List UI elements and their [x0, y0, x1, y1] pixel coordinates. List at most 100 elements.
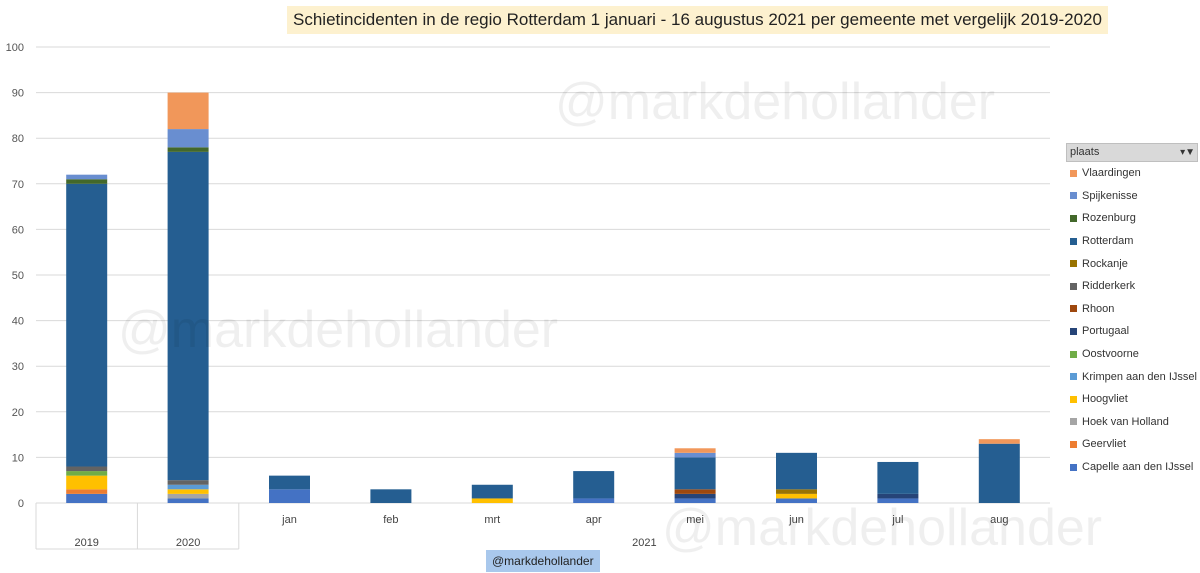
chart-title: Schietincidenten in de regio Rotterdam 1…: [287, 6, 1108, 34]
bar-segment: [66, 466, 108, 472]
bar-segment: [167, 484, 209, 490]
y-tick-label: 10: [12, 452, 24, 464]
bar-segment: [776, 489, 817, 494]
y-tick-label: 0: [18, 498, 24, 510]
x-group-label: 2020: [176, 537, 200, 549]
legend-label: Portugaal: [1082, 325, 1130, 338]
x-group-label: 2021: [632, 537, 656, 549]
bar-segment: [66, 493, 108, 503]
legend-swatch: [1070, 350, 1077, 358]
y-tick-label: 60: [12, 224, 24, 236]
bar-segment: [167, 493, 209, 499]
legend-label: Spijkenisse: [1082, 189, 1138, 202]
x-group-label: 2019: [74, 537, 98, 549]
legend-item[interactable]: Ridderkerk: [1066, 275, 1198, 298]
bar-segment: [674, 448, 716, 453]
legend-label: Vlaardingen: [1082, 167, 1141, 180]
x-tick-label: jan: [281, 514, 297, 526]
legend-item[interactable]: Rhoon: [1066, 298, 1198, 321]
bar-segment: [471, 498, 513, 503]
x-tick-label: feb: [383, 514, 398, 526]
y-tick-label: 30: [12, 361, 24, 373]
filter-icon[interactable]: ▾▼: [1180, 147, 1195, 158]
legend-swatch: [1070, 260, 1077, 268]
legend-item[interactable]: Rozenburg: [1066, 207, 1198, 230]
bar-segment: [978, 443, 1020, 503]
legend-label: Ridderkerk: [1082, 280, 1136, 293]
y-tick-label: 100: [6, 42, 24, 54]
bar-segment: [167, 489, 209, 494]
bar-segment: [674, 498, 716, 503]
bar-segment: [877, 498, 919, 503]
legend-swatch: [1070, 305, 1077, 313]
bar-segment: [167, 498, 209, 503]
legend-swatch: [1070, 169, 1077, 177]
y-tick-label: 20: [12, 407, 24, 419]
legend-label: Krimpen aan den IJssel: [1082, 370, 1197, 383]
bar-segment: [776, 452, 817, 490]
legend-item[interactable]: Krimpen aan den IJssel: [1066, 365, 1198, 388]
bar-segment: [877, 493, 919, 499]
bar-segment: [167, 147, 209, 152]
legend-item[interactable]: Hoogvliet: [1066, 388, 1198, 411]
legend: plaats ▾▼ Vlaardingen Spijkenisse Rozenbur…: [1066, 143, 1198, 478]
legend-swatch: [1070, 463, 1077, 471]
legend-items: Vlaardingen Spijkenisse Rozenburg Rotterdam…: [1066, 162, 1198, 478]
legend-label: Rozenburg: [1082, 212, 1136, 225]
legend-swatch: [1070, 418, 1077, 426]
x-tick-label: mrt: [484, 514, 500, 526]
bar-segment: [167, 151, 209, 481]
bar-segment: [674, 452, 716, 458]
bar-segment: [471, 484, 513, 499]
bar-segment: [674, 489, 716, 494]
legend-swatch: [1070, 192, 1077, 200]
legend-swatch: [1070, 395, 1077, 403]
legend-label: Rockanje: [1082, 257, 1128, 270]
x-tick-label: jul: [891, 514, 903, 526]
legend-item[interactable]: Capelle aan den IJssel: [1066, 456, 1198, 479]
legend-item[interactable]: Hoek van Holland: [1066, 411, 1198, 434]
bar-segment: [370, 489, 412, 503]
bar-segment: [674, 493, 716, 499]
legend-item[interactable]: Portugaal: [1066, 320, 1198, 343]
legend-item[interactable]: Rotterdam: [1066, 230, 1198, 253]
bar-segment: [167, 129, 209, 148]
bar-segment: [776, 498, 817, 503]
legend-field-button[interactable]: plaats ▾▼: [1066, 143, 1198, 162]
legend-swatch: [1070, 327, 1077, 335]
legend-label: Capelle aan den IJssel: [1082, 461, 1194, 474]
x-tick-label: apr: [586, 514, 602, 526]
bar-segment: [877, 461, 919, 494]
legend-item[interactable]: Vlaardingen: [1066, 162, 1198, 185]
bar-segment: [66, 471, 108, 476]
y-tick-label: 80: [12, 133, 24, 145]
legend-label: Rhoon: [1082, 302, 1115, 315]
y-tick-label: 70: [12, 179, 24, 191]
bar-segment: [573, 471, 615, 499]
legend-swatch: [1070, 214, 1077, 222]
legend-item[interactable]: Spijkenisse: [1066, 185, 1198, 208]
legend-label: Hoogvliet: [1082, 393, 1128, 406]
bar-segment: [269, 475, 310, 490]
legend-item[interactable]: Geervliet: [1066, 433, 1198, 456]
y-tick-label: 50: [12, 270, 24, 282]
x-tick-label: mei: [686, 514, 704, 526]
bar-segment: [776, 493, 817, 499]
legend-label: Hoek van Holland: [1082, 415, 1169, 428]
legend-item[interactable]: Rockanje: [1066, 252, 1198, 275]
x-tick-label: jun: [788, 514, 804, 526]
credit-label: @markdehollander: [486, 550, 600, 572]
x-tick-label: aug: [990, 514, 1008, 526]
legend-label: Rotterdam: [1082, 235, 1134, 248]
legend-swatch: [1070, 440, 1077, 448]
legend-label: Geervliet: [1082, 438, 1127, 451]
y-tick-label: 40: [12, 316, 24, 328]
legend-item[interactable]: Oostvoorne: [1066, 343, 1198, 366]
bar-segment: [978, 439, 1020, 444]
y-tick-label: 90: [12, 88, 24, 100]
legend-header-label: plaats: [1070, 146, 1100, 158]
legend-swatch: [1070, 282, 1077, 290]
bar-segment: [66, 489, 108, 494]
bar-segment: [66, 475, 108, 490]
